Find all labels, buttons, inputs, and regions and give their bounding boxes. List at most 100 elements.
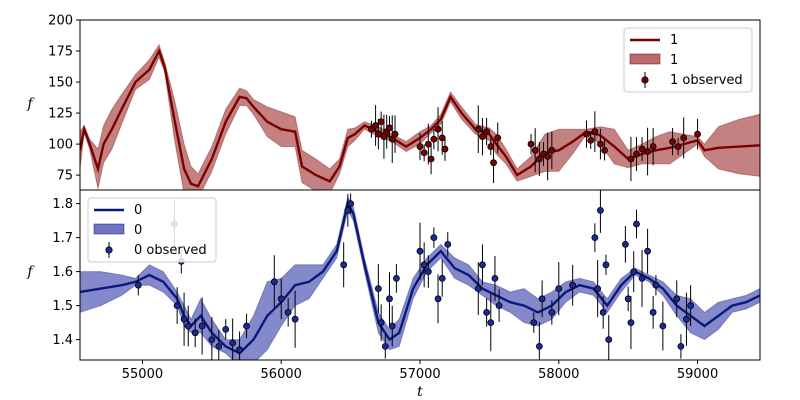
bottom-observed-point [649, 308, 657, 316]
bottom-observed-point [215, 342, 223, 350]
bottom-observed-point [191, 329, 199, 337]
top-observed-point [438, 134, 446, 142]
bottom-observed-point [659, 322, 667, 330]
bottom-legend-observed-label: 0 observed [134, 243, 207, 258]
bottom-observed-point [479, 261, 486, 269]
bottom-observed-point [495, 302, 503, 310]
bottom-observed-point [430, 234, 438, 242]
x-axis-label: t [417, 384, 423, 400]
top-observed-point [694, 130, 701, 138]
bottom-observed-point [198, 322, 206, 330]
bottom-observed-point [277, 295, 285, 303]
bottom-observed-point [236, 346, 243, 354]
bottom-observed-point [621, 240, 629, 248]
top-observed-point [527, 140, 535, 148]
top-observed-point [487, 143, 495, 150]
bottom-observed-point [677, 342, 685, 350]
bottom-observed-point [438, 274, 446, 282]
top-y-axis-label: f [26, 96, 35, 112]
bottom-observed-point [284, 308, 292, 316]
top-observed-point [374, 130, 382, 138]
bottom-observed-point [605, 336, 613, 344]
bottom-observed-point [444, 240, 452, 248]
top-observed-point [587, 136, 595, 144]
bottom-observed-point [591, 234, 599, 242]
bottom-observed-point [374, 285, 382, 293]
top-legend: 1 1 1 observed [623, 27, 753, 93]
top-y-tick-label: 75 [56, 169, 73, 184]
top-y-tick-label: 100 [48, 138, 73, 153]
top-observed-point [372, 122, 379, 129]
top-legend-band-label: 1 [670, 53, 678, 68]
bottom-observed-point [687, 302, 695, 310]
bottom-observed-point [386, 295, 393, 303]
top-observed-point [644, 148, 651, 155]
bottom-observed-point [652, 281, 660, 289]
bottom-y-tick-label: 1.4 [52, 333, 73, 348]
top-observed-point [669, 138, 676, 146]
bottom-y-axis-label: f [26, 264, 35, 280]
top-observed-point [591, 128, 599, 136]
bottom-observed-point [243, 322, 250, 330]
bottom-observed-point [344, 206, 352, 214]
bottom-observed-point [602, 261, 610, 269]
top-observed-point [434, 125, 442, 133]
top-legend-line-label: 1 [670, 33, 678, 48]
top-observed-point [627, 155, 635, 163]
bottom-observed-point [347, 200, 355, 208]
top-observed-point [368, 125, 375, 133]
bottom-observed-point [638, 274, 646, 282]
top-uncertainty-band [80, 43, 760, 190]
top-observed-point [535, 155, 543, 163]
bottom-y-tick-label: 1.8 [52, 197, 73, 212]
top-y-tick-label: 125 [48, 107, 73, 122]
bottom-observed-point [388, 322, 396, 330]
bottom-observed-point [487, 319, 495, 327]
top-observed-point [583, 130, 590, 138]
bottom-x-ticks: 55000 56000 57000 58000 59000 [122, 360, 718, 382]
bottom-legend: 0 0 0 observed [87, 197, 217, 263]
bottom-observed-point [483, 308, 491, 316]
top-legend-box [623, 27, 753, 93]
bottom-observed-point [555, 285, 563, 293]
bottom-observed-point [627, 319, 635, 327]
bottom-observed-point [644, 247, 651, 255]
bottom-observed-point [630, 268, 638, 276]
top-observed-point [377, 118, 385, 126]
top-observed-point [391, 130, 399, 138]
x-tick-label: 59000 [677, 367, 718, 382]
top-observed-point [416, 143, 424, 150]
top-observed-point [430, 135, 438, 143]
top-observed-point [424, 140, 432, 148]
bottom-observed-point [683, 315, 690, 323]
bottom-observed-point [420, 261, 428, 269]
top-observed-point [548, 146, 556, 154]
bottom-observed-point [535, 342, 543, 350]
top-observed-point [420, 149, 428, 157]
bottom-observed-point [381, 342, 389, 350]
bottom-observed-point [229, 339, 237, 347]
top-observed-point [649, 143, 657, 150]
bottom-observed-point [474, 285, 482, 293]
top-observed-point [638, 145, 646, 153]
top-legend-observed-label: 1 observed [670, 73, 743, 88]
bottom-y-tick-label: 1.6 [52, 265, 73, 280]
top-observed-point [601, 146, 608, 154]
top-observed-point [531, 146, 539, 154]
top-y-tick-label: 175 [48, 45, 73, 60]
bottom-observed-point [180, 315, 188, 323]
bottom-observed-point [599, 308, 607, 316]
top-observed-point [386, 124, 393, 132]
top-y-tick-label: 200 [48, 14, 73, 29]
bottom-observed-point [633, 220, 640, 228]
bottom-observed-point [222, 325, 230, 333]
top-observed-point [474, 125, 482, 133]
bottom-y-tick-label: 1.5 [52, 299, 73, 314]
bottom-observed-point [434, 295, 442, 303]
bottom-observed-point [291, 315, 299, 323]
bottom-observed-point [270, 278, 278, 286]
top-observed-point [633, 150, 640, 158]
top-observed-point [597, 140, 604, 148]
bottom-y-tick-label: 1.7 [52, 231, 73, 246]
